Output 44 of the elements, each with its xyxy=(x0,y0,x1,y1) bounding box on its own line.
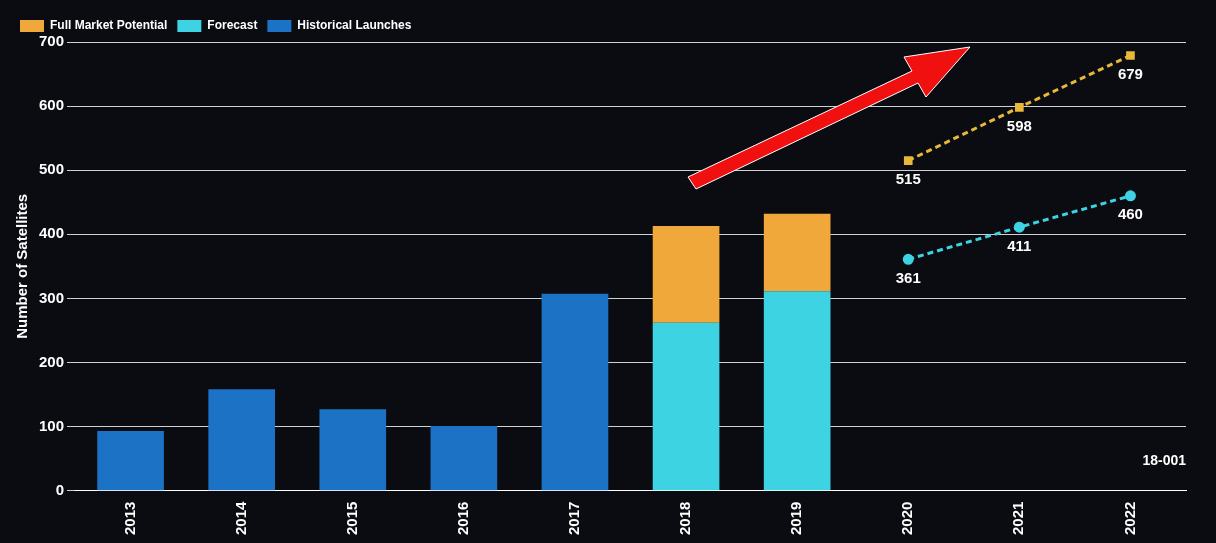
bar xyxy=(652,322,720,491)
x-tick-label: 2016 xyxy=(454,501,472,536)
bar xyxy=(541,293,609,491)
x-tick-label: 2017 xyxy=(565,501,583,536)
y-tick-label: 0 xyxy=(55,480,65,498)
bar xyxy=(763,291,831,491)
x-tick-label: 2015 xyxy=(342,501,360,536)
data-label: 460 xyxy=(1117,205,1143,223)
x-tick-label: 2018 xyxy=(676,501,694,536)
y-tick-label: 600 xyxy=(39,96,65,114)
data-label: 598 xyxy=(1006,117,1032,135)
legend-label: Forecast xyxy=(207,18,258,33)
bar xyxy=(97,431,164,491)
point xyxy=(902,253,914,265)
x-tick-label: 2013 xyxy=(120,501,138,536)
bar xyxy=(430,425,498,491)
data-label: 361 xyxy=(895,268,921,286)
x-tick-label: 2014 xyxy=(231,500,249,536)
bar xyxy=(319,409,387,491)
point xyxy=(903,156,913,165)
annotation: 18-001 xyxy=(1142,452,1186,468)
y-tick-label: 300 xyxy=(39,288,65,306)
point xyxy=(1126,51,1135,60)
x-tick-label: 2020 xyxy=(898,501,916,536)
data-label: 411 xyxy=(1007,236,1032,254)
y-axis-title: Number of Satellites xyxy=(13,193,31,339)
bar xyxy=(763,213,831,292)
legend-label: Historical Launches xyxy=(297,18,412,33)
legend-label: Full Market Potential xyxy=(50,18,168,33)
y-tick-label: 100 xyxy=(39,416,65,434)
point xyxy=(1013,221,1025,233)
y-tick-label: 400 xyxy=(39,224,65,242)
y-tick-label: 200 xyxy=(39,352,65,370)
point xyxy=(1015,103,1024,112)
x-tick-label: 2021 xyxy=(1009,501,1027,536)
bar xyxy=(652,225,720,323)
x-tick-label: 2022 xyxy=(1120,501,1138,536)
data-label: 679 xyxy=(1117,65,1143,83)
bar xyxy=(208,389,275,491)
x-tick-label: 2019 xyxy=(787,501,805,536)
y-tick-label: 500 xyxy=(39,160,65,178)
point xyxy=(1124,190,1136,202)
data-label: 515 xyxy=(895,170,921,188)
y-tick-label: 700 xyxy=(39,32,65,50)
